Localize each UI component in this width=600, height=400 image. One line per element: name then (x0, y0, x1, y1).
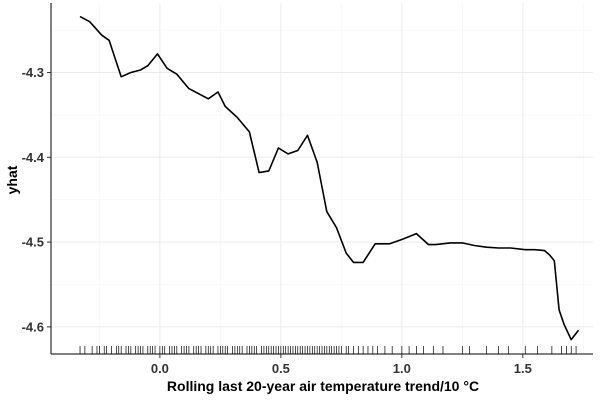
y-axis-ticks: -4.3 -4.4 -4.5 -4.6 (22, 65, 51, 334)
x-tick-label: 1.5 (514, 361, 532, 376)
x-tick-label: 1.0 (393, 361, 411, 376)
rug-layer (79, 346, 577, 354)
axes (50, 3, 593, 355)
series-line (79, 15, 580, 341)
grid (51, 3, 593, 354)
x-axis-title: Rolling last 20-year air temperature tre… (167, 378, 479, 394)
y-tick-label: -4.6 (22, 319, 44, 334)
y-axis-title: yhat (4, 165, 20, 194)
y-tick-label: -4.3 (22, 65, 44, 80)
y-tick-label: -4.4 (22, 150, 45, 165)
series-line-layer (79, 15, 580, 341)
x-tick-label: 0.5 (272, 361, 290, 376)
x-axis-ticks: 0.0 0.5 1.0 1.5 (151, 354, 532, 376)
x-tick-label: 0.0 (151, 361, 169, 376)
y-tick-label: -4.5 (22, 235, 44, 250)
